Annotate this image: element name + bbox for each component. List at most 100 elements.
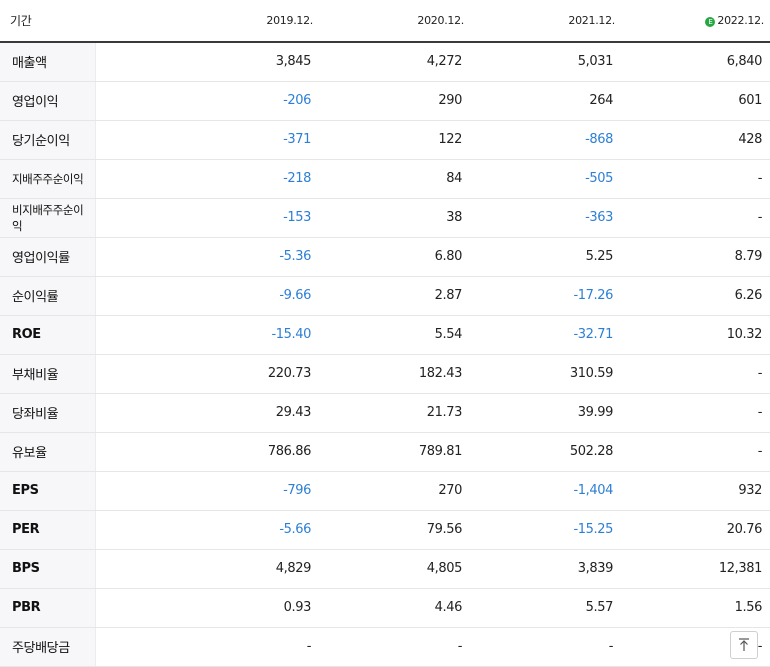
value-cell: 182.43 [319, 353, 470, 394]
value-cell: 310.59 [470, 353, 621, 394]
value-cell: -1,404 [470, 470, 621, 511]
value-cell: - [621, 353, 770, 394]
row-label: 비지배주주순이익 [0, 198, 96, 238]
value-cell: - [621, 432, 770, 472]
row-label: 순이익률 [0, 276, 96, 316]
value-cell: 502.28 [470, 432, 621, 472]
header-row: 기간 2019.12. 2020.12. 2021.12. E 2022.12. [0, 0, 770, 43]
value-cell: 4,829 [95, 549, 319, 589]
value-cell: 1.56 [621, 588, 770, 628]
value-cell: -206 [95, 81, 319, 121]
row-label: PER [0, 510, 96, 550]
value-cell: -363 [470, 198, 621, 238]
value-cell: -371 [95, 120, 319, 160]
table-row: 매출액 3,845 4,272 5,031 6,840 [0, 42, 770, 82]
value-cell: 6,840 [621, 42, 770, 82]
table-row: PER -5.66 79.56 -15.25 20.76 [0, 510, 770, 550]
period-2022: 2022.12. [717, 14, 764, 27]
value-cell: -17.26 [470, 276, 621, 316]
value-cell: -505 [470, 159, 621, 199]
value-cell: - [621, 159, 770, 199]
value-cell: 10.32 [621, 315, 770, 355]
value-cell: 5.54 [319, 315, 470, 355]
value-cell: -5.36 [95, 236, 319, 277]
value-cell: 0.93 [95, 588, 319, 628]
value-cell: 270 [319, 470, 470, 511]
table-row: 유보율 786.86 789.81 502.28- [0, 432, 770, 472]
row-label: 영업이익 [0, 81, 96, 121]
row-label: 영업이익률 [0, 236, 96, 277]
value-cell: 122 [319, 120, 470, 160]
value-cell: 290 [319, 81, 470, 121]
value-cell: - [621, 393, 770, 433]
period-2020: 2020.12. [319, 0, 470, 43]
row-label: 지배주주순이익 [0, 159, 96, 199]
value-cell: 3,839 [470, 549, 621, 589]
row-label: EPS [0, 470, 96, 511]
row-label: ROE [0, 315, 96, 355]
value-cell: - [319, 626, 470, 667]
value-cell: 21.73 [319, 393, 470, 433]
value-cell: 2.87 [319, 276, 470, 316]
period-2019: 2019.12. [95, 0, 319, 43]
table-row: 영업이익률 -5.36 6.80 5.25 8.79 [0, 236, 770, 277]
value-cell: 4,805 [319, 549, 470, 589]
value-cell: 601 [621, 81, 770, 121]
value-cell: 220.73 [95, 353, 319, 394]
period-label: 기간 [0, 0, 95, 43]
estimate-icon: E [705, 17, 716, 27]
arrow-up-to-top-icon [739, 638, 749, 651]
row-label: PBR [0, 588, 96, 628]
value-cell: - [470, 626, 621, 667]
value-cell: -32.71 [470, 315, 621, 355]
value-cell: -9.66 [95, 276, 319, 316]
table-row: PBR 0.93 4.46 5.57 1.56 [0, 588, 770, 628]
row-label: 부채비율 [0, 353, 96, 394]
table-row: ROE -15.40 5.54 -32.71 10.32 [0, 315, 770, 355]
value-cell: 932 [621, 470, 770, 511]
value-cell: -868 [470, 120, 621, 160]
table-row: 주당배당금 - - - - [0, 626, 770, 667]
value-cell: 5,031 [470, 42, 621, 82]
value-cell: - [95, 626, 319, 667]
value-cell: 786.86 [95, 432, 319, 472]
value-cell: -153 [95, 198, 319, 238]
value-cell: 6.80 [319, 236, 470, 277]
row-label: 주당배당금 [0, 626, 96, 667]
table-row: 영업이익 -206 290 264 601 [0, 81, 770, 121]
value-cell: - [621, 198, 770, 238]
value-cell: -15.25 [470, 510, 621, 550]
value-cell: 29.43 [95, 393, 319, 433]
value-cell: 4.46 [319, 588, 470, 628]
row-label: 당기순이익 [0, 120, 96, 160]
period-2022-estimate: E 2022.12. [621, 0, 770, 43]
row-label: 유보율 [0, 432, 96, 472]
value-cell: 428 [621, 120, 770, 160]
value-cell: 5.57 [470, 588, 621, 628]
value-cell: -15.40 [95, 315, 319, 355]
period-2021: 2021.12. [470, 0, 621, 43]
row-label: 당좌비율 [0, 393, 96, 433]
value-cell: -5.66 [95, 510, 319, 550]
row-label: 매출액 [0, 42, 96, 82]
value-cell: 12,381 [621, 549, 770, 589]
table-row: 지배주주순이익 -218 84 -505- [0, 159, 770, 199]
value-cell: 79.56 [319, 510, 470, 550]
table-row: 비지배주주순이익 -153 38 -363- [0, 198, 770, 238]
table-row: 당좌비율 29.43 21.73 39.99- [0, 393, 770, 433]
value-cell: 39.99 [470, 393, 621, 433]
value-cell: 789.81 [319, 432, 470, 472]
value-cell: 5.25 [470, 236, 621, 277]
scroll-to-top-button[interactable] [730, 631, 758, 659]
row-label: BPS [0, 549, 96, 589]
value-cell: -796 [95, 470, 319, 511]
table-row: 당기순이익 -371 122 -868 428 [0, 120, 770, 160]
value-cell: 20.76 [621, 510, 770, 550]
value-cell: 4,272 [319, 42, 470, 82]
table-row: 순이익률 -9.66 2.87 -17.26 6.26 [0, 276, 770, 316]
value-cell: 6.26 [621, 276, 770, 316]
table-row: BPS 4,829 4,805 3,839 12,381 [0, 549, 770, 589]
table-row: EPS -796 270 -1,404 932 [0, 470, 770, 511]
